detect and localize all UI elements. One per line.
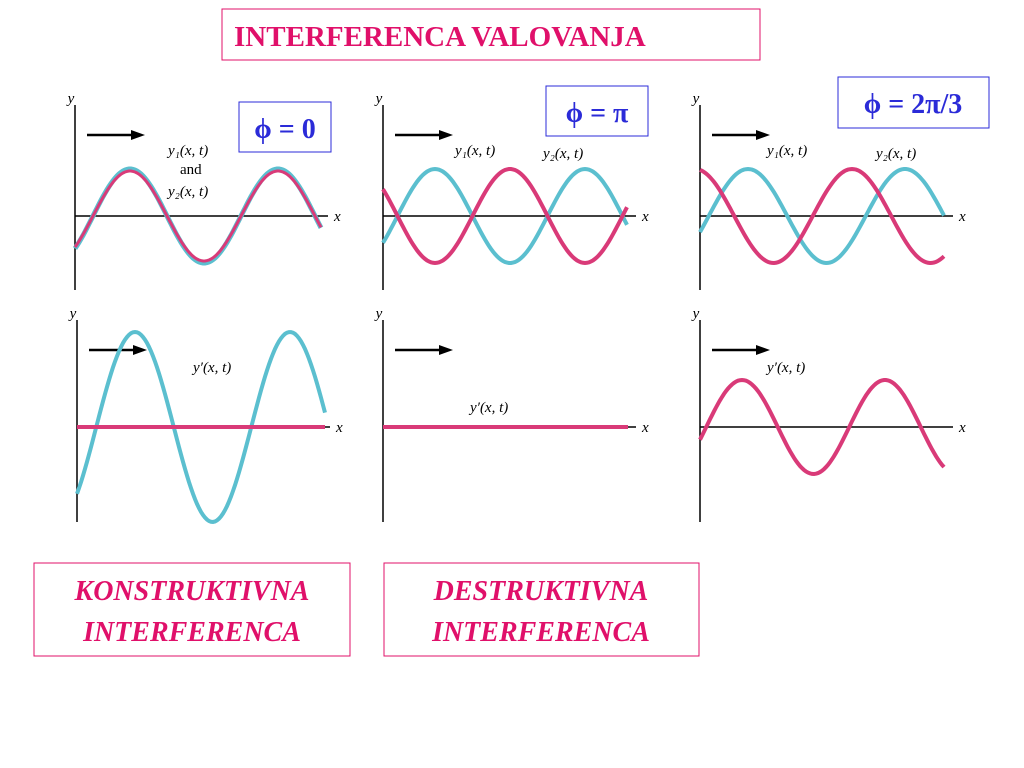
axis-label: x [333,209,341,225]
arrow-head [439,345,453,355]
curve-label: y₂(x, t) [874,146,916,162]
axis-label: y [691,306,700,322]
result-text: INTERFERENCA [82,617,301,648]
axis-label: y [691,91,700,107]
wave [698,377,946,477]
curve-label: y₂(x, t) [166,184,208,200]
wave [73,169,323,263]
curve-label: y′(x, t) [765,360,805,376]
curve-label: y₁(x, t) [453,143,495,159]
arrow-head [756,345,770,355]
arrow-head [439,130,453,140]
axis-label: x [958,420,966,436]
curve-label: y′(x, t) [191,360,231,376]
curve-label: y₁(x, t) [166,143,208,159]
arrow-head [756,130,770,140]
result-box [33,562,351,657]
arrow-head [131,130,145,140]
axis-label: y [374,91,383,107]
result-text: DESTRUKTIVNA [433,576,649,607]
wave [699,166,946,266]
result-text: INTERFERENCA [431,617,650,648]
axis-label: y [66,91,75,107]
title: INTERFERENCA VALOVANJA [234,21,646,53]
wave [75,329,327,525]
title-box [221,8,761,61]
axis-label: x [641,420,649,436]
curve-label: y₁(x, t) [765,143,807,159]
phase-label: ϕ = 0 [254,114,315,145]
axis-label: y [68,306,77,322]
phase-label: ϕ = π [566,98,629,129]
phase-box [837,76,990,129]
axis-label: x [335,420,343,436]
axis-label: x [641,209,649,225]
phase-box [545,85,649,137]
wave [381,166,629,265]
curve-label: y′(x, t) [468,400,508,416]
wave [698,166,946,266]
curve-label: y₂(x, t) [541,146,583,162]
axis-label: x [958,209,966,225]
arrow-head [133,345,147,355]
phase-box [238,101,332,153]
curve-label: and [180,162,202,178]
result-box [383,562,700,657]
phase-label: ϕ = 2π/3 [864,89,963,120]
result-text: KONSTRUKTIVNA [74,576,310,607]
axis-label: y [374,306,383,322]
wave [381,167,629,266]
